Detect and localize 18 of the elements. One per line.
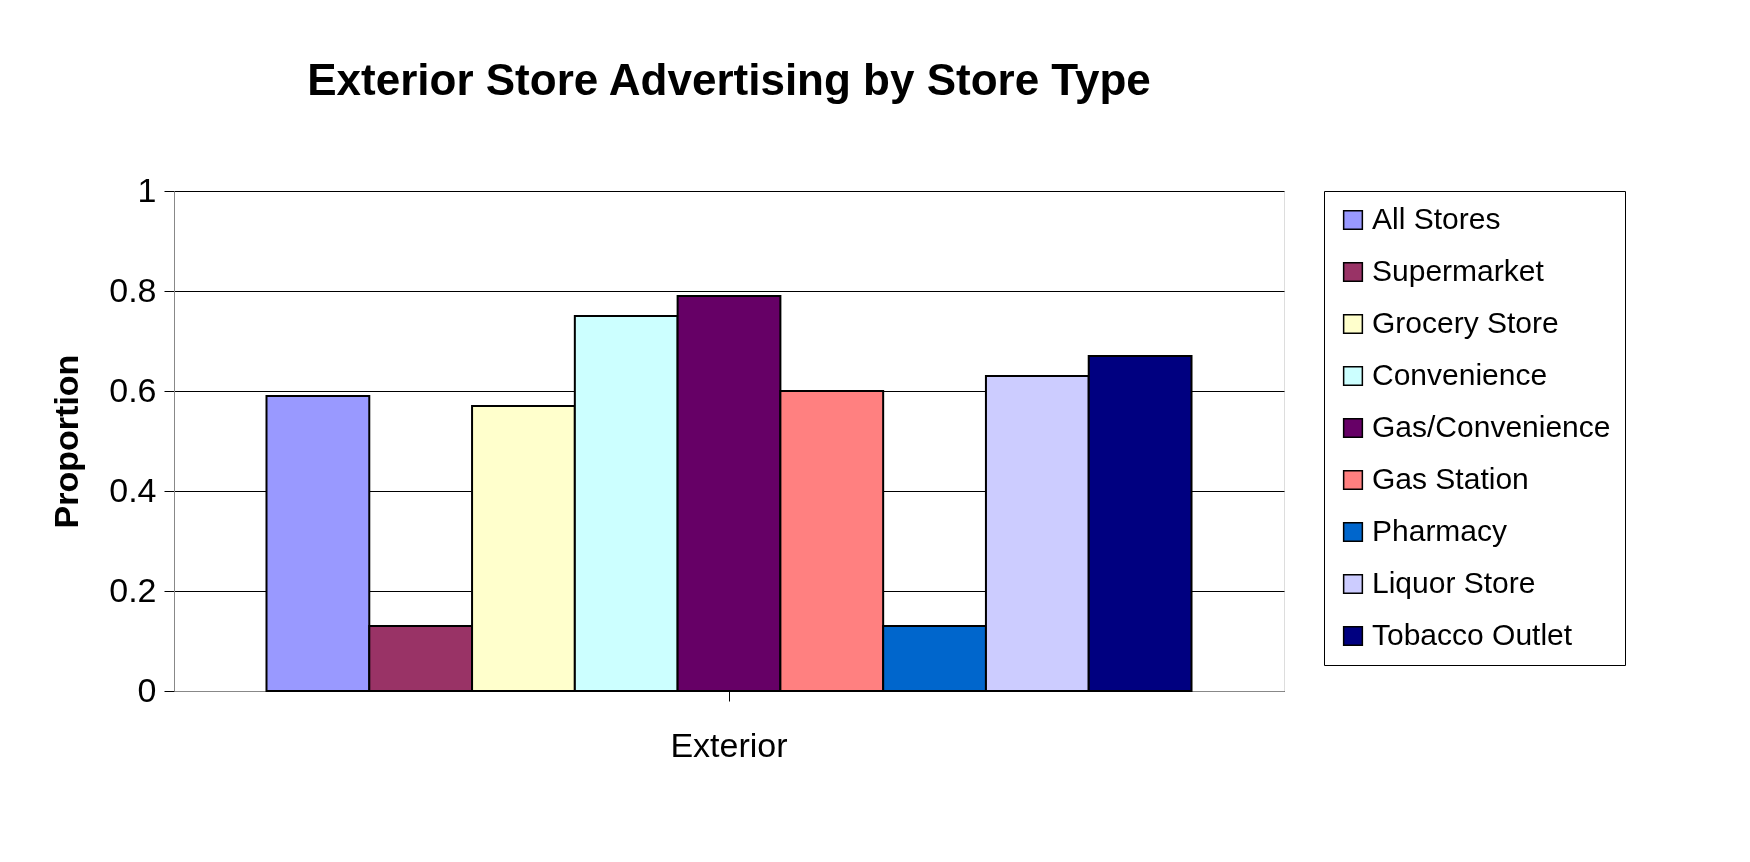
y-tick-label: 0.4	[109, 470, 157, 509]
y-tick-label: 1	[137, 170, 157, 209]
legend-label: Liquor Store	[1372, 566, 1536, 599]
legend-label: Grocery Store	[1372, 306, 1559, 339]
legend-label: Supermarket	[1372, 254, 1545, 287]
y-tick-label: 0.6	[109, 370, 157, 409]
legend-label: Tobacco Outlet	[1372, 618, 1573, 651]
legend-label: Gas Station	[1372, 462, 1529, 495]
y-tick-label: 0.2	[109, 570, 157, 609]
x-tick-label: Exterior	[670, 725, 788, 764]
legend-label: All Stores	[1372, 202, 1501, 235]
chart-title: Exterior Store Advertising by Store Type	[307, 55, 1151, 104]
y-tick-label: 0	[137, 670, 157, 709]
y-axis-title: Proportion	[47, 354, 86, 529]
legend-label: Pharmacy	[1372, 514, 1508, 547]
legend-label: Gas/Convenience	[1372, 410, 1611, 443]
legend-label: Convenience	[1372, 358, 1548, 391]
y-tick-label: 0.8	[109, 270, 157, 309]
